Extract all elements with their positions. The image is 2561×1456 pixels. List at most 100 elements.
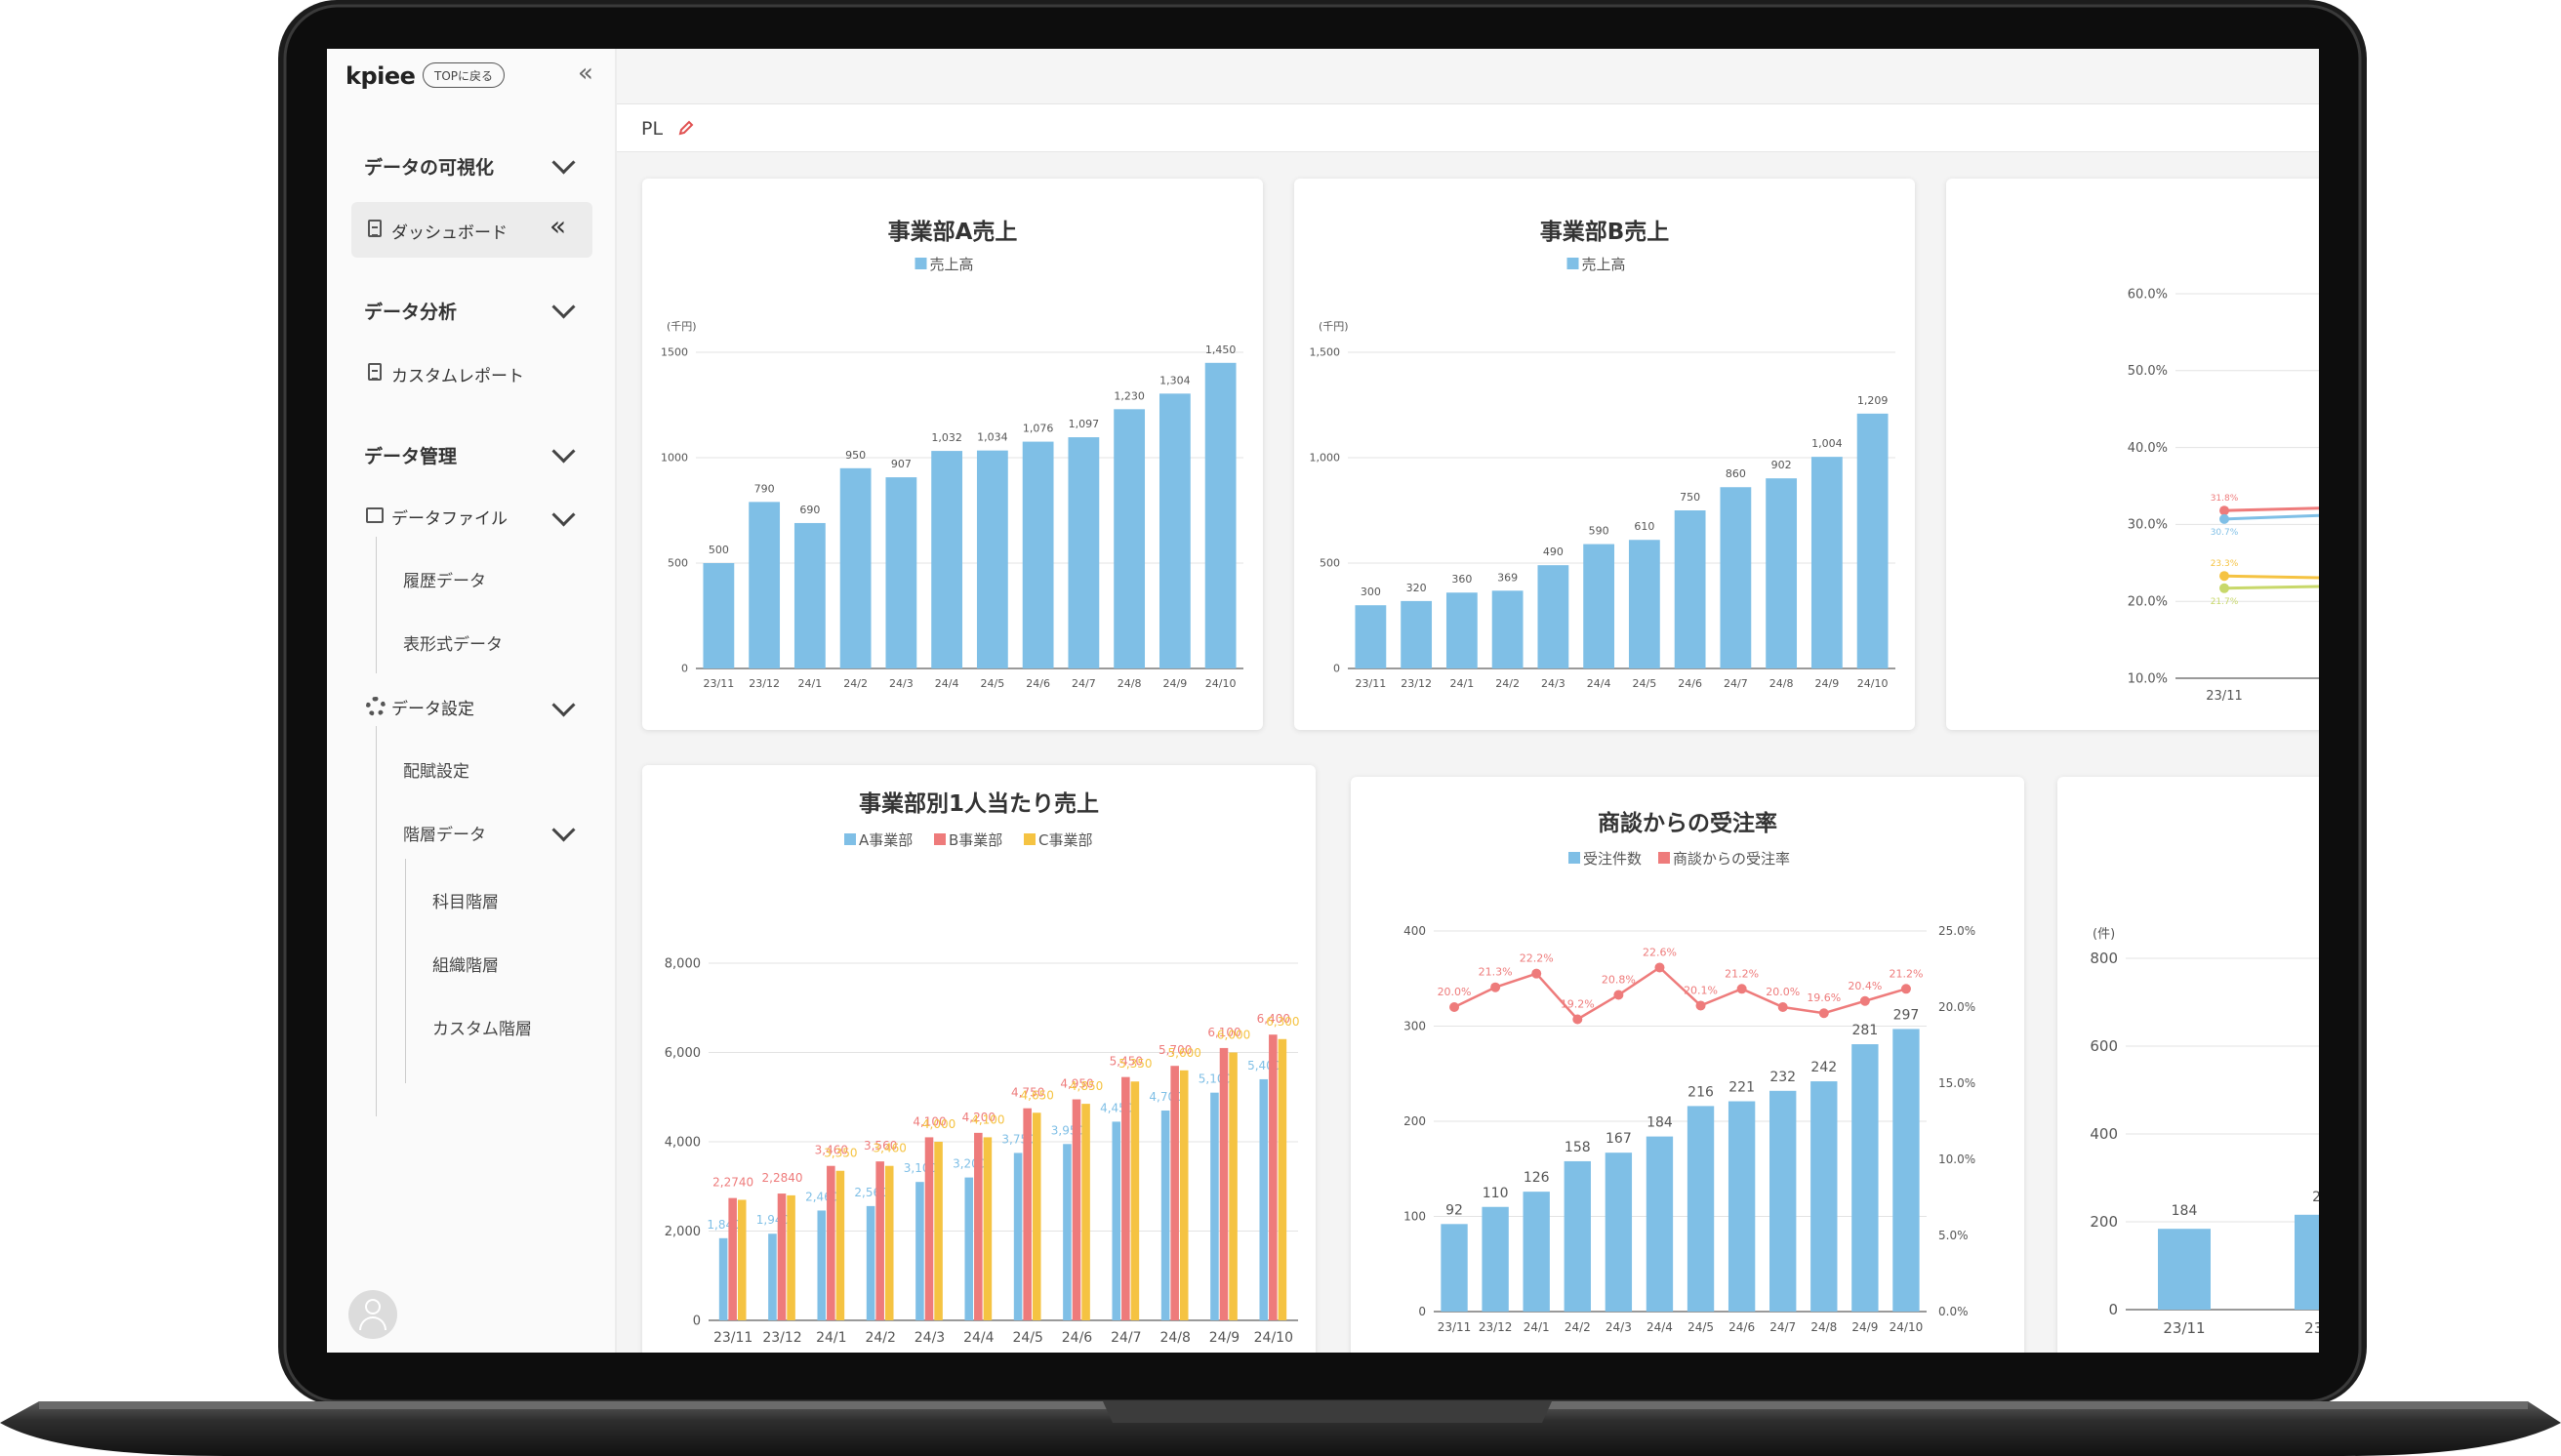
chevron-down-icon[interactable] xyxy=(551,295,576,319)
bar xyxy=(1229,1052,1238,1320)
x-tick-label: 24/10 xyxy=(1205,677,1237,690)
sidebar-item-dashboard[interactable]: ダッシュボード xyxy=(391,223,508,243)
sidebar-item-history-data[interactable]: 履歴データ xyxy=(403,572,486,591)
x-tick-label: 24/1 xyxy=(1450,677,1475,690)
bar xyxy=(1159,393,1191,668)
data-point xyxy=(1449,1002,1460,1012)
x-tick-label: 24/8 xyxy=(1810,1320,1837,1334)
x-tick-label: 23/11 xyxy=(2206,689,2242,704)
data-label: 6,400 xyxy=(1257,1012,1290,1026)
sidebar-item-custom-report[interactable]: カスタムレポート xyxy=(391,367,524,386)
collapse-sidebar-icon[interactable]: « xyxy=(578,59,593,88)
sidebar-item-data-file[interactable]: データファイル xyxy=(391,509,508,529)
back-to-top-link[interactable]: TOPに戻る xyxy=(423,62,505,88)
chevron-down-icon[interactable] xyxy=(551,439,576,464)
sidebar-item-account-hierarchy[interactable]: 科目階層 xyxy=(432,893,499,912)
y-tick-label: 1500 xyxy=(661,346,688,359)
chevron-down-icon[interactable] xyxy=(551,150,576,175)
data-label: 30.7% xyxy=(2211,528,2239,538)
x-tick-label: 24/6 xyxy=(1026,677,1050,690)
bar xyxy=(1179,1070,1189,1320)
dashboard-tab-name[interactable]: PL xyxy=(641,118,664,140)
section-data-visualization[interactable]: データの可視化 xyxy=(364,157,495,179)
y-tick-label: 4,000 xyxy=(665,1135,701,1150)
data-point xyxy=(1531,968,1542,979)
bar xyxy=(866,1205,875,1320)
chevron-down-icon[interactable] xyxy=(551,693,576,717)
x-tick-label: 23/11 xyxy=(713,1330,752,1346)
bar xyxy=(1728,1101,1756,1312)
pencil-icon[interactable] xyxy=(677,119,695,137)
data-label: 2,2740 xyxy=(712,1176,753,1190)
section-data-management[interactable]: データ管理 xyxy=(364,446,458,467)
y-tick-label: 60.0% xyxy=(2128,287,2168,302)
data-label: 750 xyxy=(1680,491,1700,504)
y-tick-label: 400 xyxy=(1403,924,1426,938)
y-tick-label: 8,000 xyxy=(665,956,701,971)
x-tick-label: 24/5 xyxy=(981,677,1005,690)
section-data-analysis[interactable]: データ分析 xyxy=(364,302,458,323)
sidebar-item-hierarchy-data[interactable]: 階層データ xyxy=(403,826,486,845)
sidebar-item-data-settings[interactable]: データ設定 xyxy=(391,700,474,719)
data-label: 4,200 xyxy=(962,1111,996,1124)
x-tick-label: 24/2 xyxy=(1495,677,1520,690)
data-label: 1,004 xyxy=(1811,437,1843,450)
bar xyxy=(1583,544,1615,668)
bar xyxy=(768,1234,777,1320)
data-label: 1,230 xyxy=(1114,389,1145,402)
data-label: 6,100 xyxy=(1207,1026,1240,1039)
bar xyxy=(787,1194,795,1320)
x-tick-label: 24/3 xyxy=(915,1330,945,1346)
user-avatar-icon[interactable] xyxy=(348,1290,397,1339)
data-point xyxy=(1900,984,1911,994)
data-label: 1,097 xyxy=(1069,418,1100,430)
sidebar: kpiee TOPに戻る « データの可視化 ダッシュボード « データ分析 カ… xyxy=(327,49,617,1353)
bar xyxy=(1401,600,1433,668)
data-label: 92 xyxy=(1445,1202,1463,1218)
data-point xyxy=(1695,1000,1706,1011)
data-label: 281 xyxy=(1852,1023,1879,1038)
data-label: 3,560 xyxy=(864,1139,897,1153)
y-right-tick-label: 0.0% xyxy=(1938,1305,1969,1318)
bar xyxy=(1628,540,1660,668)
tree-line xyxy=(376,537,377,673)
legend-swatch xyxy=(1658,852,1670,864)
data-label: 23.3% xyxy=(2211,559,2239,569)
sidebar-item-org-hierarchy[interactable]: 組織階層 xyxy=(432,956,499,976)
chevron-down-icon[interactable] xyxy=(551,503,576,527)
y-right-tick-label: 5.0% xyxy=(1938,1229,1969,1242)
x-tick-label: 24/10 xyxy=(1890,1320,1924,1334)
data-point xyxy=(1818,1008,1829,1019)
sidebar-item-custom-hierarchy[interactable]: カスタム階層 xyxy=(432,1020,532,1039)
x-tick-label: 24/5 xyxy=(1687,1320,1714,1334)
bar xyxy=(1491,590,1524,668)
sidebar-item-table-data[interactable]: 表形式データ xyxy=(403,635,503,655)
collapse-submenu-icon[interactable]: « xyxy=(549,210,567,242)
bar xyxy=(1674,510,1706,668)
legend-label: A事業部 xyxy=(859,831,913,849)
chevron-down-icon[interactable] xyxy=(551,818,576,842)
bar xyxy=(1441,1224,1468,1312)
data-label: 21.3% xyxy=(1479,966,1513,979)
sidebar-item-allocation-settings[interactable]: 配賦設定 xyxy=(403,762,469,782)
y-tick-label: 20.0% xyxy=(2128,595,2168,610)
legend-swatch xyxy=(1568,852,1580,864)
x-tick-label: 24/1 xyxy=(798,677,823,690)
inbox-icon xyxy=(366,507,384,523)
kpiee-logo[interactable]: kpiee xyxy=(346,62,416,90)
bar xyxy=(835,1170,845,1320)
series-line xyxy=(2223,513,2319,521)
bar xyxy=(1851,1044,1879,1312)
bar xyxy=(1646,1136,1674,1312)
data-label: 110 xyxy=(1483,1186,1509,1201)
bar xyxy=(885,477,917,668)
data-point xyxy=(2219,513,2229,524)
legend-swatch xyxy=(915,258,927,269)
bar xyxy=(1032,1112,1041,1320)
y-tick-label: 0 xyxy=(681,663,688,675)
bar xyxy=(1112,1121,1121,1320)
bar xyxy=(1023,1108,1032,1320)
data-label: 4,100 xyxy=(913,1114,946,1128)
data-point xyxy=(2219,506,2229,516)
